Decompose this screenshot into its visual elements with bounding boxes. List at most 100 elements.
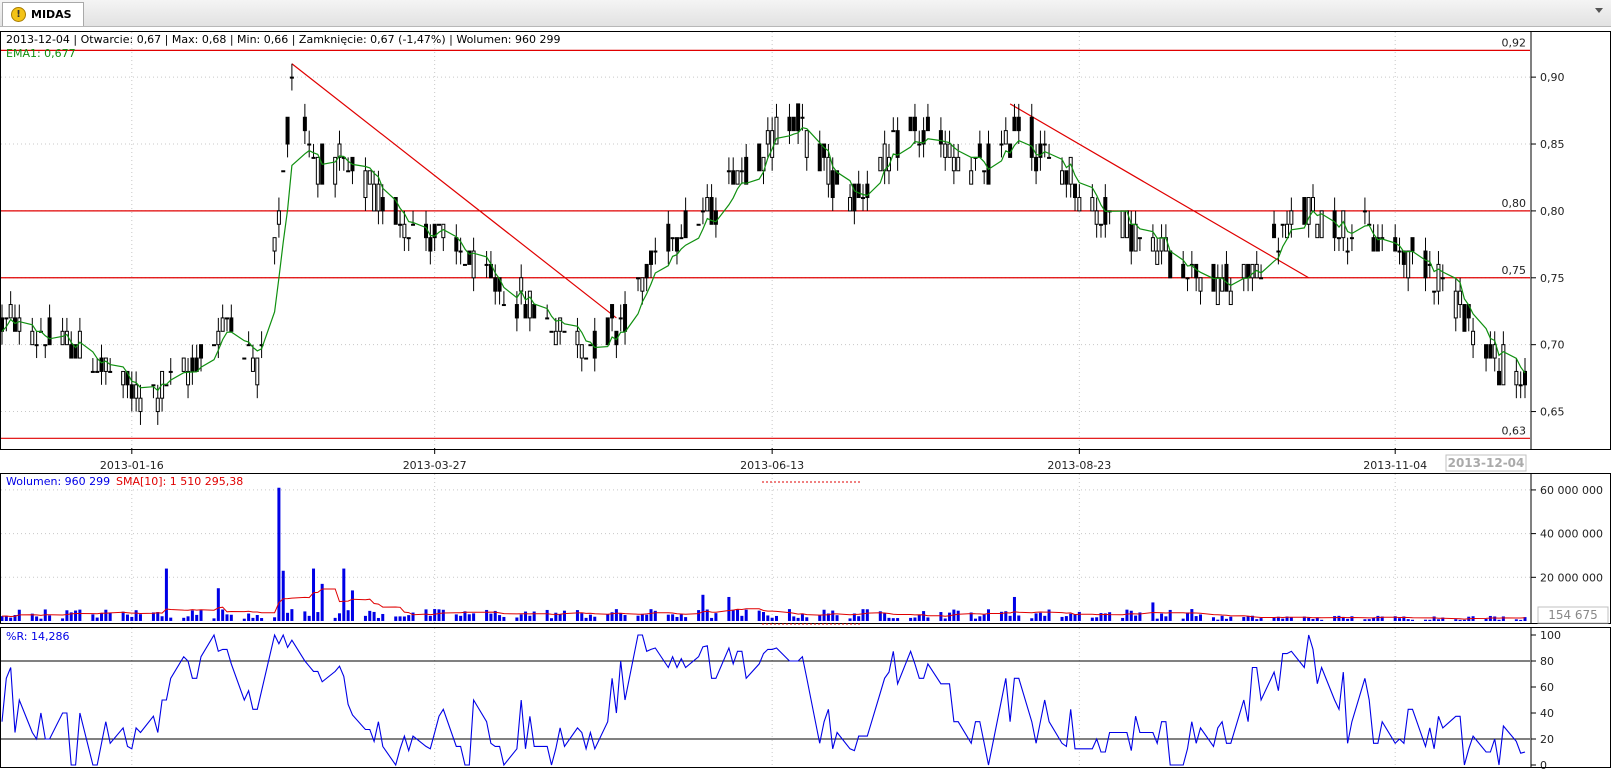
volume-bar: [1341, 616, 1345, 621]
volume-bar: [610, 612, 614, 621]
volume-bar: [558, 614, 562, 621]
volume-bar: [1164, 616, 1168, 621]
volume-bar: [225, 614, 229, 621]
volume-y-tick-label: 20 000 000: [1540, 571, 1603, 584]
price-panel: 2013-01-16 2013-03-27 2013-06-13 2013-08-23…: [0, 32, 1565, 472]
volume-bar: [623, 615, 627, 621]
candle-body: [90, 370, 95, 373]
candle-body: [1272, 223, 1277, 239]
volume-bar: [1194, 616, 1198, 621]
volume-bar: [1242, 617, 1246, 621]
candle-body: [398, 223, 403, 226]
candle-body: [549, 330, 554, 333]
volume-bar: [943, 618, 947, 621]
volume-bar: [679, 614, 683, 621]
candle-body: [380, 197, 385, 212]
candle-body: [878, 156, 883, 172]
volume-bar: [164, 568, 168, 621]
volume-bar: [1155, 618, 1159, 621]
volume-bar: [580, 613, 584, 621]
volume-bar: [701, 594, 705, 621]
volume-bar: [320, 583, 324, 621]
candle-body: [1488, 344, 1493, 359]
candle-body: [679, 237, 684, 240]
candle-body: [1501, 344, 1506, 386]
x-tick-label: 2013-03-27: [403, 459, 467, 472]
volume-bar: [1272, 617, 1276, 621]
candle-body: [584, 357, 589, 360]
candle-body: [1060, 170, 1065, 185]
candle-body: [882, 143, 887, 172]
candle-body: [190, 357, 195, 372]
tab-midas[interactable]: ! MIDAS: [2, 2, 84, 26]
candle-body: [731, 170, 736, 185]
chevron-down-icon[interactable]: [1595, 8, 1603, 13]
candle-body: [908, 116, 913, 132]
volume-bar: [130, 616, 134, 621]
volume-bar: [4, 615, 8, 621]
volume-bar: [835, 615, 839, 621]
candle-body: [640, 277, 645, 292]
williams-r-panel: 100 80 60 40 20 0: [1, 628, 1561, 769]
candle-body: [1302, 197, 1307, 225]
candle-body: [1012, 116, 1017, 132]
candle-body: [402, 223, 407, 239]
volume-bar: [1073, 614, 1077, 621]
volume-bar: [675, 616, 679, 621]
candle-body: [1098, 223, 1103, 226]
volume-bar: [138, 614, 142, 621]
volume-bar: [887, 617, 891, 621]
volume-bar: [528, 615, 532, 621]
volume-bar: [333, 617, 337, 621]
volume-bar: [169, 617, 173, 621]
candle-body: [545, 317, 550, 320]
volume-bar: [372, 611, 376, 621]
candle-body: [285, 116, 290, 145]
candle-body: [830, 170, 835, 199]
volume-bar: [554, 612, 558, 621]
volume-bar: [549, 618, 553, 621]
candle-body: [4, 317, 9, 320]
candle-body: [1038, 143, 1043, 158]
volume-bar: [1038, 612, 1042, 621]
volume-bar: [502, 616, 506, 621]
candle-body: [1168, 250, 1173, 279]
volume-bar: [199, 610, 203, 621]
volume-bar: [1398, 618, 1402, 621]
candle-body: [1159, 237, 1164, 252]
volume-bar: [255, 615, 259, 621]
volume-bar: [640, 613, 644, 621]
candle-body: [605, 317, 610, 346]
candle-body: [562, 330, 567, 333]
volume-bar: [463, 611, 467, 621]
x-tick-label: 2013-11-04: [1363, 459, 1427, 472]
candle-body: [1315, 223, 1320, 239]
volume-bar: [588, 614, 592, 621]
candle-body: [999, 143, 1004, 146]
tab-label: MIDAS: [31, 8, 72, 21]
candle-body: [636, 277, 641, 280]
candle-body: [1246, 263, 1251, 279]
candle-body: [1194, 263, 1199, 279]
candle-body: [1259, 277, 1264, 280]
volume-bar: [956, 610, 960, 621]
candle-body: [484, 263, 489, 266]
volume-bar: [1307, 617, 1311, 621]
candle-body: [1215, 277, 1220, 306]
candle-body: [125, 370, 130, 386]
candle-body: [1276, 250, 1281, 253]
chart-area[interactable]: 2013-01-16 2013-03-27 2013-06-13 2013-08-23…: [0, 27, 1611, 769]
candle-body: [43, 344, 48, 347]
volume-bar: [39, 618, 43, 621]
candle-body: [1453, 290, 1458, 319]
candle-body: [501, 304, 506, 307]
candle-body: [1289, 210, 1294, 225]
candle-body: [666, 223, 671, 252]
candle-body: [376, 183, 381, 212]
volume-bar: [346, 610, 350, 621]
volume-bar: [1519, 619, 1523, 621]
volume-bar: [1346, 618, 1350, 621]
horizontal-level-label: 0,75: [1502, 264, 1527, 277]
volume-bar: [1198, 614, 1202, 621]
volume-bar: [969, 612, 973, 621]
